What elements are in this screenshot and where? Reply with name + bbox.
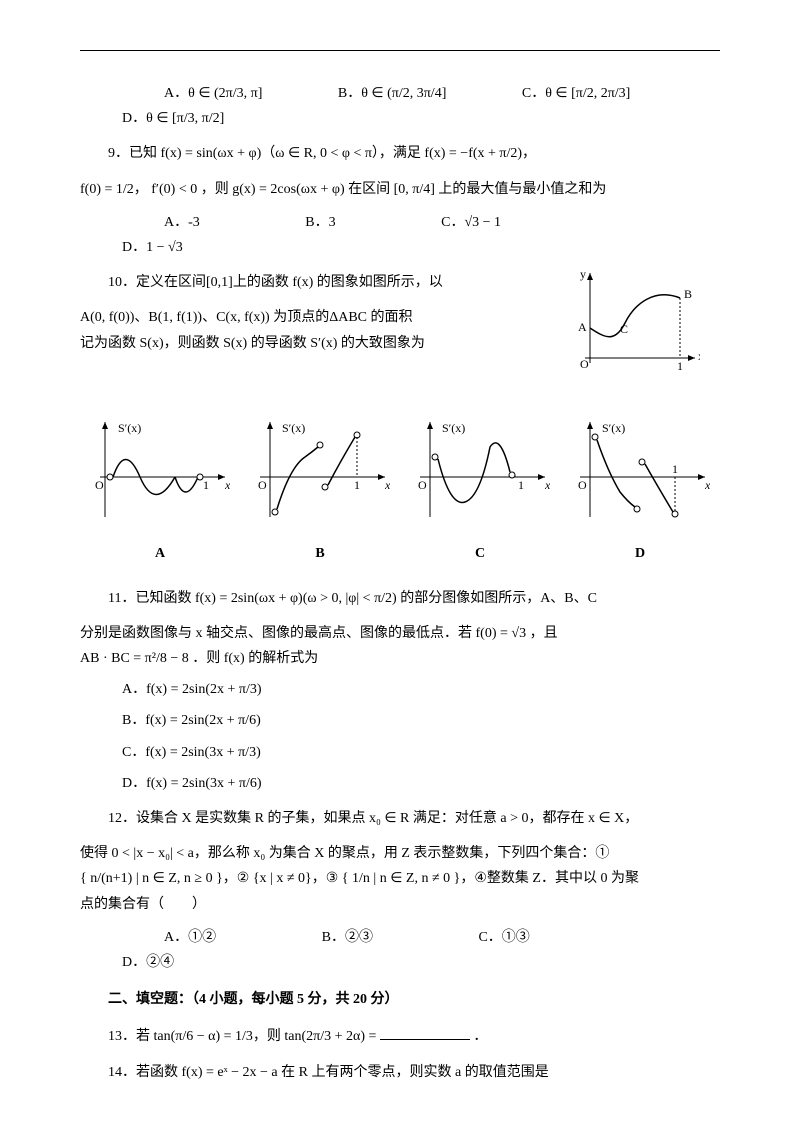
q12-stem-1: 12．设集合 X 是实数集 R 的子集，如果点 x₀ ∈ R 满足：对任意 a … (80, 806, 720, 831)
q10-label-c: C (410, 541, 550, 566)
q11-stem-2: 分别是函数图像与 x 轴交点、图像的最高点、图像的最低点．若 f(0) = √3… (80, 621, 720, 646)
q9-opt-b: B．3 (263, 210, 335, 235)
q11-opt-a: A．f(x) = 2sin(2x + π/3) (122, 677, 720, 702)
svg-text:x: x (704, 478, 710, 492)
q13-text-a: 13．若 tan(π/6 − α) = 1/3，则 tan(2π/3 + 2α)… (108, 1029, 380, 1044)
svg-text:B: B (684, 287, 692, 301)
q9-opt-a: A．-3 (122, 210, 200, 235)
svg-text:x: x (384, 478, 390, 492)
q9-options: A．-3 B．3 C．√3 − 1 D．1 − √3 (80, 210, 720, 260)
svg-text:O: O (580, 357, 589, 371)
svg-text:S′(x): S′(x) (282, 421, 305, 435)
svg-text:1: 1 (672, 462, 678, 476)
svg-text:y: y (580, 268, 586, 281)
svg-text:1: 1 (354, 478, 360, 492)
svg-text:S′(x): S′(x) (602, 421, 625, 435)
q9-opt-c: C．√3 − 1 (399, 210, 501, 235)
q12-opt-a: A．①② (122, 925, 216, 950)
q11-opt-c: C．f(x) = 2sin(3x + π/3) (122, 740, 720, 765)
q12-opt-b: B．②③ (280, 925, 373, 950)
q10-main-figure: x y A B C O 1 (570, 268, 700, 387)
q10-label-a: A (90, 541, 230, 566)
svg-text:O: O (95, 478, 104, 492)
q8-options: A．θ ∈ (2π/3, π] B．θ ∈ (π/2, 3π/4] C．θ ∈ … (80, 81, 720, 131)
q12-opt-d: D．②④ (80, 950, 174, 975)
q13-blank (380, 1025, 470, 1040)
q10-fig-a: S′(x) O 1 x A (90, 417, 230, 565)
q12-stem-3: { n/(n+1) | n ∈ Z, n ≥ 0 }，② {x | x ≠ 0}… (80, 866, 720, 891)
svg-text:O: O (418, 478, 427, 492)
q10-fig-c: S′(x) O 1 x C (410, 417, 550, 565)
svg-text:1: 1 (677, 359, 683, 373)
q9-opt-d: D．1 − √3 (80, 235, 183, 260)
q12-stem-4: 点的集合有（ ） (80, 892, 720, 917)
svg-text:S′(x): S′(x) (442, 421, 465, 435)
q10-label-d: D (570, 541, 710, 566)
q8-opt-a: A．θ ∈ (2π/3, π] (122, 81, 262, 106)
q11-opt-b: B．f(x) = 2sin(2x + π/6) (122, 708, 720, 733)
q14-stem: 14．若函数 f(x) = eˣ − 2x − a 在 R 上有两个零点，则实数… (80, 1060, 720, 1085)
q13-text-b: ． (473, 1029, 487, 1044)
q9-stem-1: 9．已知 f(x) = sin(ωx + φ)（ω ∈ R, 0 < φ < π… (80, 141, 720, 166)
svg-text:1: 1 (518, 478, 524, 492)
q8-opt-c: C．θ ∈ [π/2, 2π/3] (480, 81, 630, 106)
svg-text:O: O (258, 478, 267, 492)
q12-options: A．①② B．②③ C．①③ D．②④ (80, 925, 720, 975)
svg-text:x: x (698, 349, 700, 363)
q12-stem-2: 使得 0 < |x − x₀| < a，那么称 x₀ 为集合 X 的聚点，用 Z… (80, 841, 720, 866)
q11-opt-d: D．f(x) = 2sin(3x + π/6) (122, 771, 720, 796)
svg-text:O: O (578, 478, 587, 492)
q13-stem: 13．若 tan(π/6 − α) = 1/3，则 tan(2π/3 + 2α)… (80, 1024, 720, 1049)
svg-text:x: x (544, 478, 550, 492)
svg-text:A: A (578, 320, 587, 334)
q9-stem-2: f(0) = 1/2， f′(0) < 0 ，则 g(x) = 2cos(ωx … (80, 177, 720, 202)
q10-label-b: B (250, 541, 390, 566)
q11-stem-1: 11．已知函数 f(x) = 2sin(ωx + φ)(ω > 0, |φ| <… (80, 586, 720, 611)
q12-opt-c: C．①③ (436, 925, 529, 950)
svg-text:x: x (224, 478, 230, 492)
q10-fig-d: S′(x) O 1 x D (570, 417, 710, 565)
q8-opt-b: B．θ ∈ (π/2, 3π/4] (296, 81, 446, 106)
q8-opt-d: D．θ ∈ [π/3, π/2] (80, 106, 224, 131)
svg-text:1: 1 (203, 478, 209, 492)
svg-text:C: C (620, 322, 628, 336)
q10-fig-b: S′(x) O 1 x B (250, 417, 390, 565)
section-2-title: 二、填空题：（4 小题，每小题 5 分，共 20 分） (80, 987, 720, 1012)
q11-stem-3: AB · BC = π²/8 − 8 ．则 f(x) 的解析式为 (80, 646, 720, 671)
svg-text:S′(x): S′(x) (118, 421, 141, 435)
q10-option-figures: S′(x) O 1 x A S′(x) O 1 x (80, 417, 720, 565)
